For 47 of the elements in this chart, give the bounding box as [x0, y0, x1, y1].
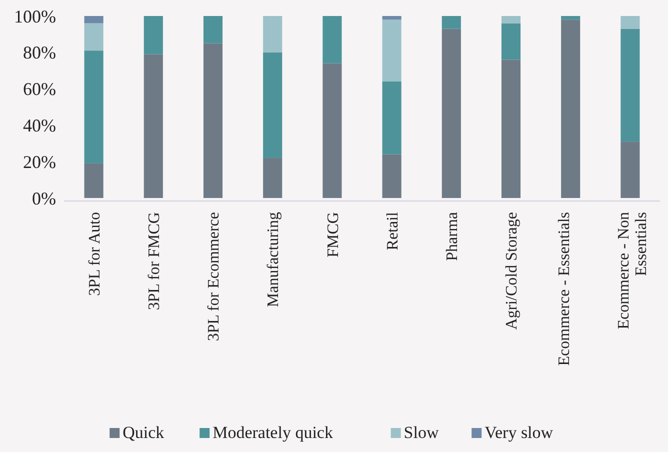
bar [263, 16, 282, 52]
bar [84, 16, 104, 24]
bar [382, 20, 402, 82]
x-tick-label: Retail [384, 211, 402, 250]
x-tick-label: 3PL for Auto [86, 212, 104, 296]
x-tick-label: 3PL for Ecommerce [206, 212, 223, 342]
x-tick-label: Manufacturing [265, 212, 282, 308]
bar [382, 154, 402, 198]
bar [382, 82, 402, 154]
bar [203, 43, 223, 198]
bar [442, 28, 461, 198]
bar [442, 16, 461, 29]
bar [501, 16, 521, 24]
x-tick-label: Agri/Cold Storage [504, 212, 521, 330]
bar [382, 16, 402, 20]
y-tick-label: 60% [23, 79, 56, 100]
bar [84, 163, 104, 198]
x-tick-label: Pharma [444, 212, 461, 261]
bar [501, 60, 521, 198]
bar [203, 16, 223, 44]
y-tick-label: 40% [23, 116, 56, 136]
bar [620, 28, 640, 142]
legend-label: Quick [122, 423, 165, 442]
legend-label: Slow [404, 423, 440, 442]
x-tick-label: 3PL for FMCG [146, 212, 163, 310]
y-tick-label: 100% [14, 6, 56, 26]
bar [144, 16, 163, 54]
bar [144, 54, 163, 198]
bar [561, 20, 580, 198]
legend-label: Moderately quick [212, 423, 334, 442]
x-tick-label: Ecommerce - Non Essentials [616, 212, 650, 330]
x-tick-label: Ecommerce - Essentials [556, 212, 573, 366]
legend-label: Very slow [484, 423, 554, 442]
bar [263, 52, 282, 158]
bar [501, 23, 521, 60]
bar [84, 50, 104, 164]
y-tick-label: 20% [23, 152, 56, 172]
bar [84, 23, 104, 51]
x-tick-label: FMCG [324, 212, 342, 258]
bar [322, 16, 342, 64]
bar [263, 158, 282, 198]
bar [620, 142, 640, 198]
y-tick-label: 80% [23, 42, 56, 63]
bar [322, 63, 342, 198]
y-tick-label: 0% [32, 188, 56, 208]
bar [620, 16, 640, 29]
bar [561, 16, 580, 20]
